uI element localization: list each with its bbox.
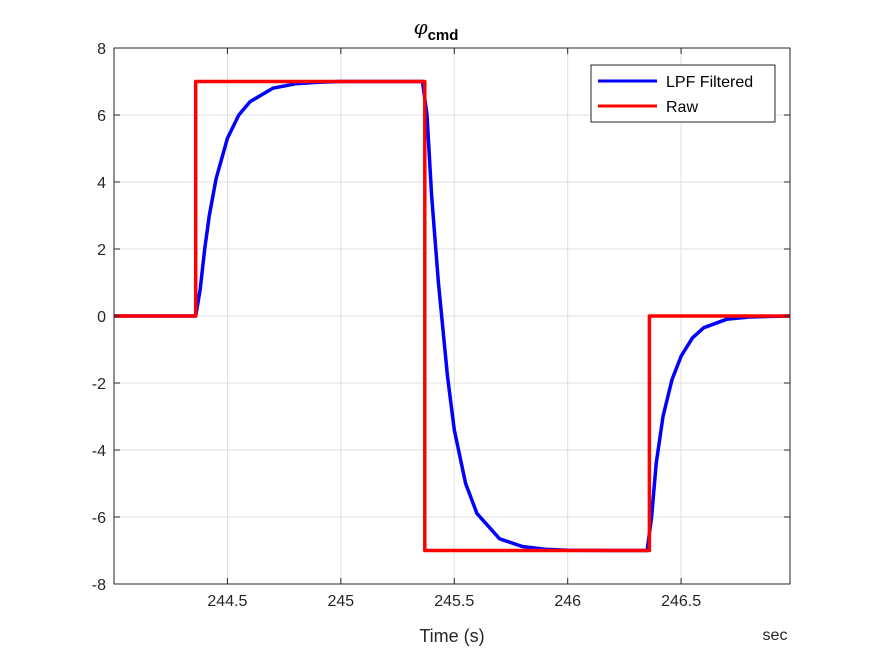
legend-label-raw: Raw [666, 99, 698, 116]
x-tick-label: 245 [327, 593, 354, 610]
series-line-lpf-filtered [114, 79, 791, 553]
legend-box [590, 64, 776, 123]
y-tick-label: 4 [97, 175, 106, 192]
x-tick-label: 244.5 [207, 593, 247, 610]
y-tick-label: 2 [97, 242, 106, 259]
title-subscript: cmd [428, 27, 459, 44]
y-tick-label: 0 [97, 309, 106, 326]
y-tick-label: 6 [97, 108, 106, 125]
legend-label-lpf-filtered: LPF Filtered [666, 74, 753, 91]
x-axis-unit-label: sec [763, 627, 788, 644]
x-tick-label: 246 [554, 593, 581, 610]
x-tick-label: 246.5 [661, 593, 701, 610]
chart-title: φcmd [414, 15, 459, 44]
y-tick-label: -4 [92, 443, 106, 460]
y-tick-label: -2 [92, 376, 106, 393]
series-line-raw [114, 79, 790, 553]
y-tick-label: 8 [97, 41, 106, 58]
legend: LPF Filtered Raw [590, 64, 776, 123]
title-symbol: φ [414, 15, 428, 39]
y-tick-label: -8 [92, 577, 106, 594]
grid-lines [114, 47, 790, 585]
series-lines [114, 79, 791, 553]
y-tick-label: -6 [92, 510, 106, 527]
x-axis-label: Time (s) [419, 626, 484, 646]
x-tick-label: 245.5 [434, 593, 474, 610]
